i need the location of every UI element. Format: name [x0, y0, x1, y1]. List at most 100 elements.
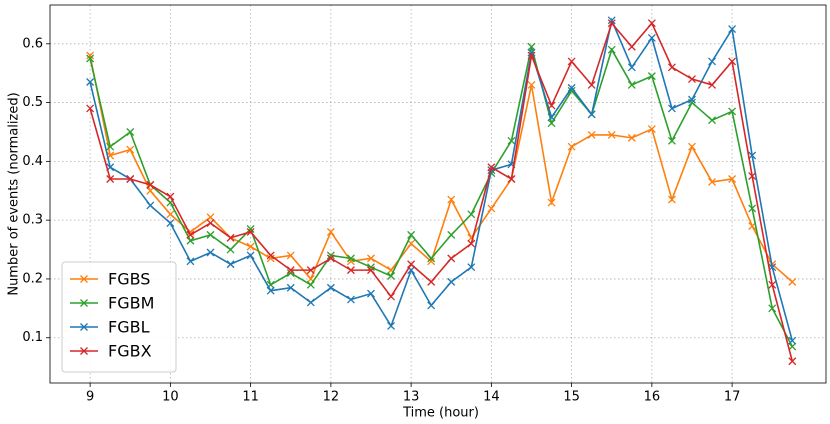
y-tick-label: 0.6	[22, 36, 43, 51]
marker	[106, 175, 115, 183]
marker	[206, 213, 215, 222]
marker	[246, 242, 255, 251]
marker	[527, 42, 536, 51]
marker	[266, 286, 275, 295]
series-line	[89, 55, 793, 283]
marker	[86, 104, 95, 113]
x-tick-label: 11	[242, 390, 259, 405]
marker	[627, 63, 636, 72]
marker	[467, 239, 476, 248]
marker	[146, 180, 155, 189]
marker	[246, 225, 255, 233]
marker	[407, 230, 416, 239]
marker	[788, 342, 797, 351]
marker	[507, 175, 516, 183]
series-line	[89, 21, 794, 362]
marker	[427, 257, 436, 266]
marker	[567, 142, 576, 151]
marker	[407, 260, 416, 269]
marker	[427, 254, 436, 263]
marker	[447, 230, 456, 239]
marker	[387, 322, 396, 330]
marker	[186, 236, 195, 245]
marker	[627, 80, 636, 89]
marker	[788, 357, 797, 366]
x-tick-label: 9	[86, 390, 94, 405]
marker	[607, 130, 616, 139]
marker	[567, 57, 576, 66]
marker	[467, 210, 476, 219]
marker	[146, 186, 155, 195]
marker	[106, 142, 115, 151]
marker	[427, 301, 436, 310]
marker	[367, 254, 375, 263]
series-line	[89, 17, 794, 341]
marker	[186, 230, 195, 239]
marker	[667, 63, 676, 72]
marker	[266, 251, 275, 260]
marker	[146, 201, 155, 210]
marker	[166, 192, 175, 201]
marker	[487, 163, 496, 172]
marker	[286, 251, 295, 260]
marker	[607, 45, 616, 54]
marker	[387, 272, 396, 280]
marker	[367, 266, 375, 275]
marker	[627, 42, 636, 51]
marker	[507, 136, 516, 145]
marker	[326, 283, 335, 292]
marker	[527, 48, 536, 57]
marker	[728, 25, 737, 34]
marker	[768, 280, 777, 289]
marker	[86, 78, 95, 86]
series-line	[89, 46, 794, 347]
marker	[688, 142, 696, 151]
marker	[226, 233, 235, 242]
marker	[447, 195, 456, 204]
marker	[487, 204, 496, 213]
marker	[346, 266, 355, 275]
y-tick-label: 0.3	[22, 213, 43, 228]
marker	[667, 195, 676, 204]
marker	[126, 128, 135, 136]
x-tick-label: 15	[563, 390, 580, 405]
marker	[647, 72, 656, 81]
legend-marker	[80, 347, 88, 355]
marker	[728, 175, 737, 183]
marker	[186, 257, 195, 266]
marker	[567, 86, 576, 95]
y-tick-label: 0.4	[22, 154, 43, 169]
marker	[286, 266, 295, 275]
marker	[647, 19, 656, 28]
marker	[286, 283, 295, 292]
legend-label: FGBL	[108, 318, 150, 337]
marker	[306, 280, 315, 289]
marker	[246, 227, 255, 236]
marker	[607, 16, 616, 25]
marker	[467, 263, 476, 272]
marker	[667, 104, 676, 113]
marker	[226, 245, 235, 254]
marker	[788, 277, 797, 286]
marker	[86, 54, 95, 63]
marker	[206, 248, 215, 257]
marker	[86, 51, 95, 60]
y-tick-label: 0.2	[22, 271, 43, 286]
y-tick-label: 0.1	[22, 330, 43, 345]
x-tick-label: 12	[323, 390, 340, 405]
marker	[447, 277, 456, 286]
marker	[427, 277, 436, 286]
marker	[527, 80, 536, 89]
marker	[226, 260, 235, 269]
marker	[708, 177, 717, 186]
legend-marker	[80, 275, 88, 283]
legend-marker	[80, 323, 88, 331]
marker	[326, 251, 335, 260]
marker	[688, 75, 696, 84]
marker	[627, 133, 636, 142]
marker	[587, 110, 596, 119]
x-tick-label: 16	[644, 390, 661, 405]
marker	[547, 101, 556, 110]
marker	[387, 292, 396, 301]
marker	[607, 19, 616, 28]
